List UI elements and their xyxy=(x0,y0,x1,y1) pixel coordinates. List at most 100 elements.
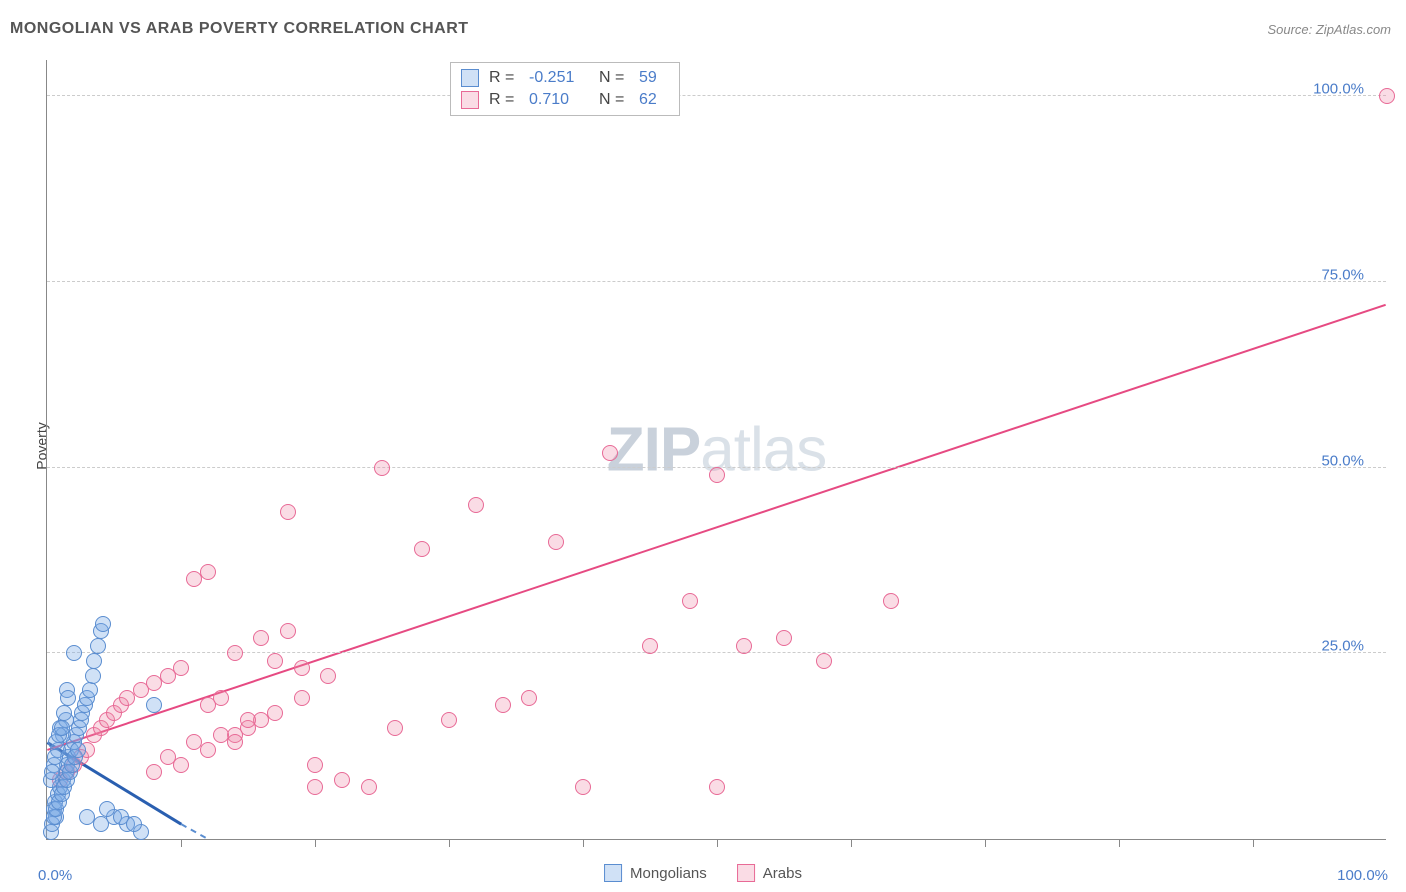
data-point xyxy=(280,623,296,639)
x-tick xyxy=(851,839,852,847)
legend-row-mongolians: R = -0.251 N = 59 xyxy=(461,67,669,89)
data-point xyxy=(441,712,457,728)
data-point xyxy=(66,645,82,661)
data-point xyxy=(70,742,86,758)
data-point xyxy=(213,690,229,706)
legend-label-arabs: Arabs xyxy=(763,865,802,882)
data-point xyxy=(575,779,591,795)
data-point xyxy=(253,630,269,646)
x-tick-100: 100.0% xyxy=(1337,867,1388,884)
data-point xyxy=(85,668,101,684)
data-point xyxy=(173,660,189,676)
data-point xyxy=(414,541,430,557)
y-tick-label: 75.0% xyxy=(1321,266,1364,283)
data-point xyxy=(602,445,618,461)
data-point xyxy=(361,779,377,795)
x-tick xyxy=(1119,839,1120,847)
swatch-arabs xyxy=(737,864,755,882)
n-label: N = xyxy=(599,91,629,109)
x-tick-0: 0.0% xyxy=(38,867,72,884)
chart-title: MONGOLIAN VS ARAB POVERTY CORRELATION CH… xyxy=(10,20,469,38)
data-point xyxy=(47,749,63,765)
data-point xyxy=(320,668,336,684)
data-point xyxy=(44,764,60,780)
data-point xyxy=(173,757,189,773)
x-tick xyxy=(315,839,316,847)
data-point xyxy=(709,467,725,483)
y-tick-label: 50.0% xyxy=(1321,452,1364,469)
data-point xyxy=(160,749,176,765)
n-label: N = xyxy=(599,69,629,87)
data-point xyxy=(267,705,283,721)
source-label: Source: ZipAtlas.com xyxy=(1267,22,1391,37)
legend-label-mongolians: Mongolians xyxy=(630,865,707,882)
data-point xyxy=(186,734,202,750)
data-point xyxy=(307,779,323,795)
r-value-mongolians: -0.251 xyxy=(529,69,589,87)
trendline xyxy=(47,305,1385,750)
legend-series: Mongolians Arabs xyxy=(604,864,802,882)
data-point xyxy=(54,720,70,736)
data-point xyxy=(307,757,323,773)
data-point xyxy=(548,534,564,550)
r-label: R = xyxy=(489,69,519,87)
swatch-mongolians xyxy=(604,864,622,882)
data-point xyxy=(82,682,98,698)
data-point xyxy=(294,690,310,706)
data-point xyxy=(86,653,102,669)
data-point xyxy=(213,727,229,743)
x-tick xyxy=(985,839,986,847)
plot-area: ZIPatlas 25.0%50.0%75.0%100.0% xyxy=(46,60,1386,840)
x-tick xyxy=(1253,839,1254,847)
gridline xyxy=(47,281,1386,282)
chart-container: MONGOLIAN VS ARAB POVERTY CORRELATION CH… xyxy=(0,0,1406,892)
data-point xyxy=(294,660,310,676)
data-point xyxy=(90,638,106,654)
data-point xyxy=(240,712,256,728)
n-value-mongolians: 59 xyxy=(639,69,669,87)
data-point xyxy=(521,690,537,706)
data-point xyxy=(227,734,243,750)
swatch-mongolians xyxy=(461,69,479,87)
gridline xyxy=(47,95,1386,96)
data-point xyxy=(227,645,243,661)
y-tick-label: 25.0% xyxy=(1321,638,1364,655)
data-point xyxy=(387,720,403,736)
data-point xyxy=(736,638,752,654)
data-point xyxy=(200,742,216,758)
data-point xyxy=(126,816,142,832)
x-tick xyxy=(583,839,584,847)
gridline xyxy=(47,652,1386,653)
r-value-arabs: 0.710 xyxy=(529,91,589,109)
swatch-arabs xyxy=(461,91,479,109)
data-point xyxy=(709,779,725,795)
y-tick-label: 100.0% xyxy=(1313,81,1364,98)
data-point xyxy=(146,697,162,713)
n-value-arabs: 62 xyxy=(639,91,669,109)
data-point xyxy=(816,653,832,669)
data-point xyxy=(1379,88,1395,104)
x-tick xyxy=(717,839,718,847)
x-tick xyxy=(181,839,182,847)
trendline xyxy=(181,824,208,839)
data-point xyxy=(60,690,76,706)
data-point xyxy=(642,638,658,654)
r-label: R = xyxy=(489,91,519,109)
legend-row-arabs: R = 0.710 N = 62 xyxy=(461,89,669,111)
data-point xyxy=(468,497,484,513)
data-point xyxy=(682,593,698,609)
data-point xyxy=(56,705,72,721)
data-point xyxy=(267,653,283,669)
legend-item-arabs: Arabs xyxy=(737,864,802,882)
data-point xyxy=(280,504,296,520)
data-point xyxy=(883,593,899,609)
data-point xyxy=(200,564,216,580)
data-point xyxy=(776,630,792,646)
legend-correlation: R = -0.251 N = 59 R = 0.710 N = 62 xyxy=(450,62,680,116)
x-tick xyxy=(449,839,450,847)
data-point xyxy=(495,697,511,713)
data-point xyxy=(374,460,390,476)
data-point xyxy=(95,616,111,632)
data-point xyxy=(334,772,350,788)
data-point xyxy=(146,764,162,780)
